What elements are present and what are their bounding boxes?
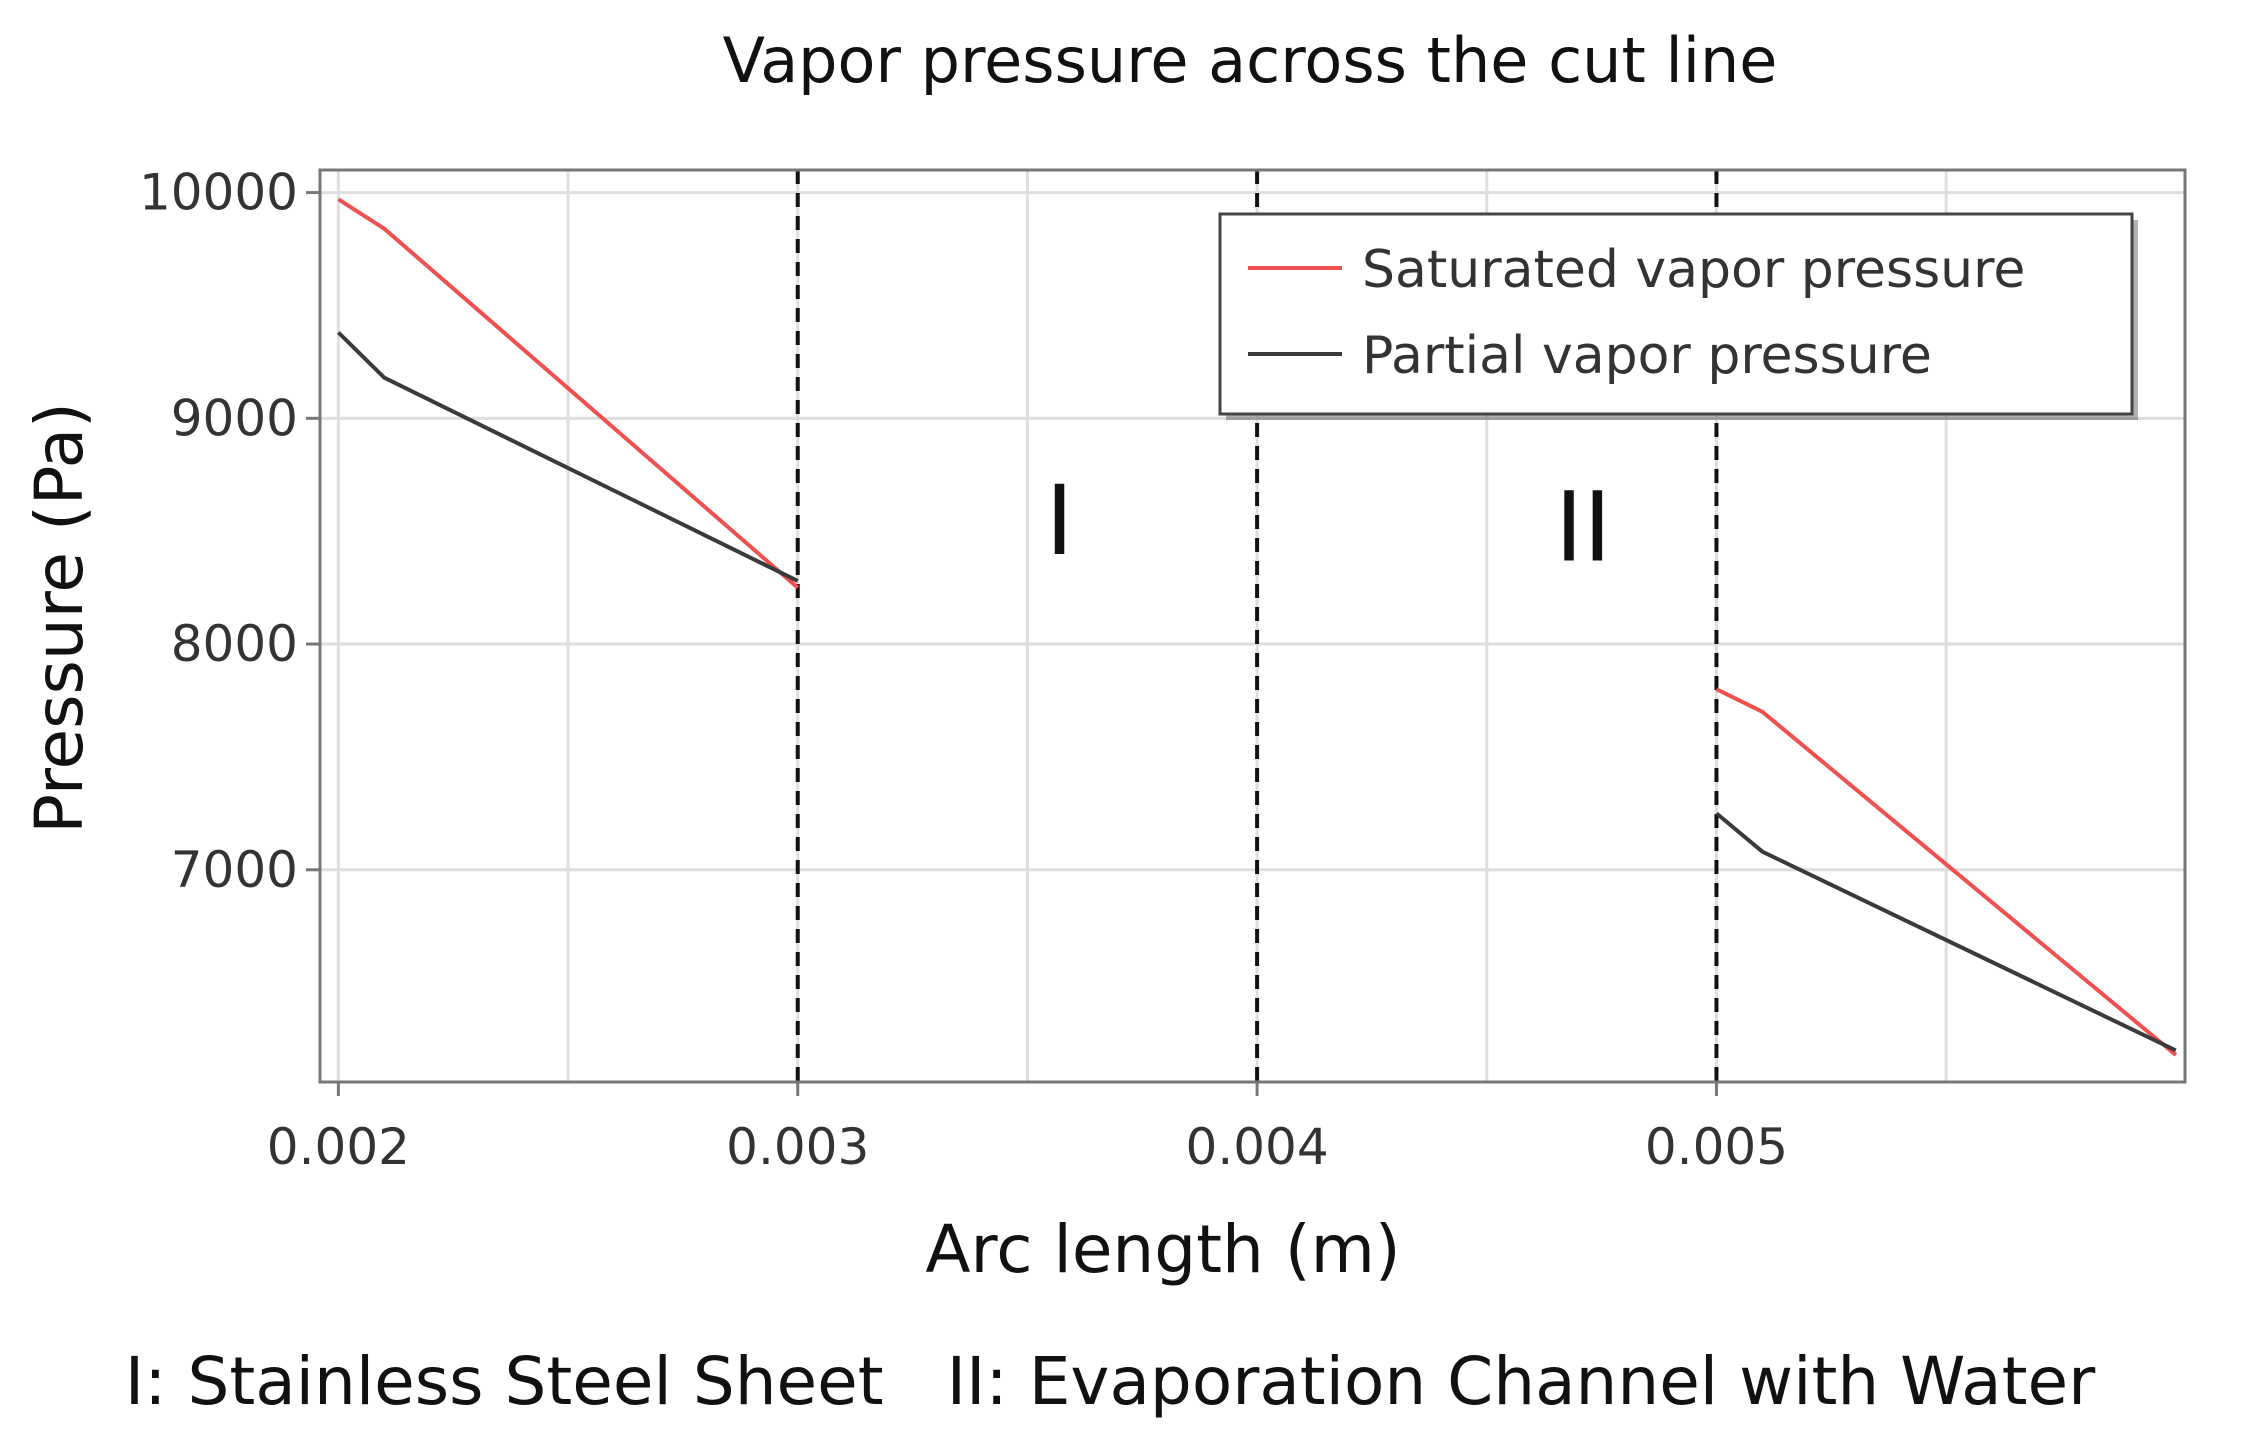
x-tick-label: 0.002 — [267, 1118, 410, 1176]
y-axis-label: Pressure (Pa) — [21, 402, 98, 834]
x-axis-ticks: 0.002 0.003 0.004 0.005 — [267, 1082, 1788, 1176]
saturated-pressure-line-segment-1 — [337, 197, 800, 590]
x-tick-label: 0.004 — [1186, 1118, 1329, 1176]
x-axis-label: Arc length (m) — [925, 1211, 1400, 1288]
y-tick-label: 10000 — [139, 164, 298, 222]
y-axis-ticks: 7000 8000 9000 10000 — [139, 164, 320, 899]
region-label-2: II — [1555, 472, 1612, 584]
x-tick-label: 0.003 — [726, 1118, 869, 1176]
y-tick-label: 9000 — [171, 389, 298, 447]
partial-pressure-line-segment-2 — [1715, 811, 2177, 1053]
y-tick-label: 7000 — [171, 841, 298, 899]
saturated-pressure-line-segment-2 — [1715, 687, 2178, 1057]
y-tick-label: 8000 — [171, 615, 298, 673]
series — [336, 197, 2178, 1057]
legend: Saturated vapor pressure Partial vapor p… — [1218, 212, 2138, 420]
caption: I: Stainless Steel Sheet II: Evaporation… — [125, 1343, 2096, 1420]
chart-title: Vapor pressure across the cut line — [723, 24, 1778, 97]
partial-pressure-line-segment-1 — [336, 331, 799, 583]
plot-frame — [318, 168, 2187, 1084]
legend-box — [1218, 212, 2134, 416]
region-label-1: I — [1045, 465, 1073, 577]
x-tick-label: 0.005 — [1645, 1118, 1788, 1176]
legend-label-saturated: Saturated vapor pressure — [1362, 240, 2025, 300]
region-labels: I II — [1045, 465, 1611, 584]
legend-label-partial: Partial vapor pressure — [1362, 326, 1932, 386]
